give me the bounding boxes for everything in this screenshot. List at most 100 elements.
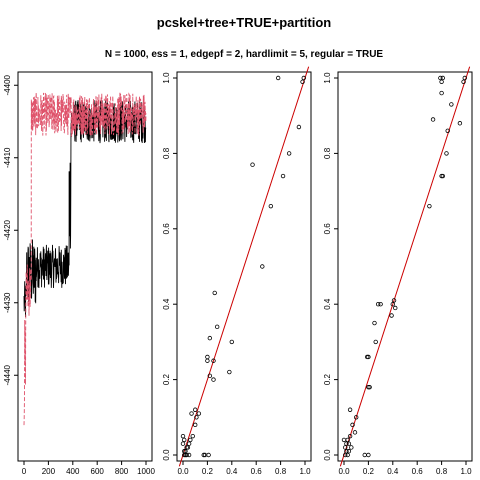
scatter-point [196,411,202,416]
y-tick-label: 0.2 [323,373,332,385]
trace-series-2 [23,92,147,426]
scatter-point [286,151,292,156]
scatter-point [445,128,450,133]
scatter-point [186,452,192,458]
scatter-point [438,75,443,81]
scatter-point [349,445,354,450]
scatter-point [227,369,232,375]
scatter-point [189,411,194,416]
x-tick-label: 1.0 [299,467,311,476]
scatter-point [390,302,395,307]
scatter-point [347,433,353,439]
scatter-point [211,377,216,382]
y-tick-label: 1.0 [323,72,332,84]
y-tick-label: 0.2 [162,373,171,385]
trace-series-1 [23,100,147,318]
scatter-point [184,452,189,458]
scatter-point [344,441,349,446]
scatter-point [366,452,371,458]
scatter-point [462,75,467,81]
figure-subtitle: N = 1000, ess = 1, edgepf = 2, hardlimit… [105,49,384,60]
scatter-point [280,173,286,179]
y-tick-label: 0.0 [162,449,171,461]
x-tick-label: 0.8 [275,467,287,476]
scatter-point [186,441,192,446]
scatter-point [250,162,255,167]
scatter-point [205,358,210,363]
plot-frame [176,71,312,462]
scatter-point [389,313,394,318]
scatter-point [211,358,216,363]
y-tick-label: -4410 [3,147,12,168]
y-tick-label: -4420 [3,219,12,240]
scatter-point [391,298,397,303]
scatter-point [180,441,186,446]
scatter-point [427,203,432,209]
scatter-point [180,433,186,439]
x-tick-label: 200 [42,467,56,476]
y-tick-label: 1.0 [162,72,171,84]
scatter-point [444,151,449,156]
scatter-point [439,79,444,84]
scatter-point [192,407,198,412]
scatter-point [207,373,213,379]
trace-plot-panel: 0 200 400 600 800 1000 -4400 -4410 -4420 -4430 -44… [3,71,155,476]
scatter-point [347,407,353,412]
scatter-point [341,437,347,443]
x-tick-label: 800 [115,467,129,476]
scatter-point [350,422,355,428]
x-tick-label: 400 [66,467,80,476]
scatter-point [346,449,352,454]
scatter-point [190,433,195,439]
x-tick-label: 0.2 [363,467,375,476]
y-tick-label: -4430 [3,292,12,313]
x-tick-label: 0.4 [387,467,399,476]
scatter-point [201,452,206,458]
x-tick-label: 0.6 [412,467,424,476]
scatter-point [362,452,367,458]
diagonal-line [178,66,310,467]
scatter-point [343,445,348,450]
x-tick-label: 0.8 [436,467,448,476]
plot-frame [337,71,473,462]
scatter-point [378,302,383,307]
scatter-point [393,305,398,311]
x-tick-label: 0.0 [177,467,189,476]
scatter-point [301,75,306,81]
y-tick-label: 0.8 [162,147,171,159]
y-tick-label: -4440 [3,364,12,385]
y-tick-label: -4400 [3,74,12,95]
scatter-point [345,452,350,458]
scatter-point [214,324,220,330]
y-tick-label: 0.0 [323,449,332,461]
scatter-point [194,415,199,420]
x-tick-label: 0.0 [338,467,350,476]
scatter-point [184,445,189,450]
figure-title: pcskel+tree+TRUE+partition [157,15,332,30]
y-tick-label: 0.6 [162,223,171,235]
x-tick-label: 0.2 [202,467,214,476]
scatter-point [260,264,265,269]
scatter-point [367,384,372,390]
plot-frame [17,71,153,462]
diagonal-line [339,66,471,467]
scatter-point [182,437,187,443]
scatter-plot-panel-2: 0.0 0.2 0.4 0.6 0.8 1.0 0.0 0.2 0.4 0.6 0.8 1.0 [323,66,473,476]
scatter-point [182,452,187,458]
scatter-point [229,339,234,345]
x-tick-label: 0.4 [226,467,238,476]
x-tick-label: 600 [91,467,105,476]
scatter-point [207,335,213,341]
x-tick-label: 1.0 [460,467,472,476]
scatter-point [343,452,348,458]
scatter-point [205,354,210,360]
scatter-point [430,117,436,122]
y-tick-label: 0.6 [323,223,332,235]
scatter-point [188,437,193,443]
scatter-point [192,422,198,428]
scatter-point [439,90,444,96]
scatter-point [346,441,352,446]
scatter-point [372,320,377,326]
y-tick-label: 0.8 [323,147,332,159]
